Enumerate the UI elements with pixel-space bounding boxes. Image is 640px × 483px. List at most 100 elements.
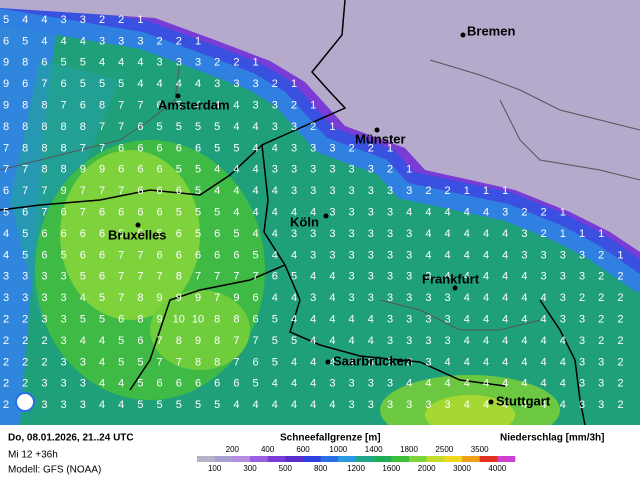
grid-value: 3	[61, 378, 67, 390]
grid-value: 6	[3, 35, 9, 47]
grid-value: 5	[176, 121, 182, 133]
grid-value: 2	[310, 121, 316, 133]
grid-value: 5	[61, 249, 67, 261]
grid-value: 2	[617, 378, 623, 390]
grid-value: 2	[541, 207, 547, 219]
grid-value: 3	[445, 335, 451, 347]
grid-value: 5	[137, 378, 143, 390]
grid-value: 5	[176, 399, 182, 411]
grid-value: 6	[157, 100, 163, 112]
grid-value: 4	[253, 185, 259, 197]
grid-value: 4	[3, 249, 9, 261]
grid-value: 3	[291, 164, 297, 176]
grid-value: 3	[253, 100, 259, 112]
grid-value: 4	[406, 207, 412, 219]
grid-value: 4	[521, 292, 527, 304]
grid-value: 4	[483, 314, 489, 326]
grid-value: 2	[41, 356, 47, 368]
grid-value: 4	[521, 335, 527, 347]
grid-value: 6	[118, 207, 124, 219]
grid-value: 3	[3, 271, 9, 283]
grid-value: 7	[41, 78, 47, 90]
grid-value: 2	[617, 271, 623, 283]
grid-value: 8	[41, 121, 47, 133]
grid-value: 3	[310, 228, 316, 240]
grid-value: 3	[61, 356, 67, 368]
grid-value: 3	[61, 314, 67, 326]
grid-value: 4	[291, 207, 297, 219]
grid-value: 4	[291, 399, 297, 411]
grid-value: 4	[233, 121, 239, 133]
legend-swatch	[479, 456, 498, 462]
grid-value: 4	[541, 314, 547, 326]
grid-value: 4	[233, 100, 239, 112]
grid-value: 4	[502, 228, 508, 240]
grid-value: 7	[214, 292, 220, 304]
legend-title: Schneefallgrenze [m]	[280, 433, 381, 444]
grid-value: 4	[233, 185, 239, 197]
grid-value: 5	[233, 142, 239, 154]
legend-tick-label: 100	[208, 464, 222, 473]
grid-value: 4	[521, 271, 527, 283]
grid-value: 5	[157, 121, 163, 133]
grid-value: 8	[176, 335, 182, 347]
grid-value: 3	[329, 378, 335, 390]
grid-value: 4	[464, 314, 470, 326]
grid-value: 4	[272, 399, 278, 411]
grid-value: 2	[176, 35, 182, 47]
grid-value: 1	[579, 228, 585, 240]
grid-value: 3	[560, 249, 566, 261]
grid-value: 3	[61, 14, 67, 26]
grid-value: 2	[41, 335, 47, 347]
grid-value: 7	[157, 335, 163, 347]
grid-value: 3	[368, 164, 374, 176]
grid-value: 4	[464, 378, 470, 390]
grid-value: 3	[329, 228, 335, 240]
grid-value: 4	[464, 207, 470, 219]
grid-value: 5	[272, 335, 278, 347]
city-dot	[325, 359, 331, 365]
city-label: Stuttgart	[496, 393, 551, 408]
grid-value: 3	[41, 399, 47, 411]
grid-value: 9	[195, 335, 201, 347]
grid-value: 2	[579, 292, 585, 304]
grid-value: 9	[3, 78, 9, 90]
grid-value: 3	[195, 57, 201, 69]
grid-value: 5	[118, 356, 124, 368]
grid-value: 1	[560, 228, 566, 240]
grid-value: 2	[22, 314, 28, 326]
grid-value: 5	[118, 228, 124, 240]
grid-value: 6	[272, 271, 278, 283]
grid-value: 3	[349, 271, 355, 283]
grid-value: 3	[387, 292, 393, 304]
grid-value: 8	[22, 100, 28, 112]
city-label: Amsterdam	[158, 97, 230, 112]
grid-value: 3	[387, 314, 393, 326]
grid-value: 8	[41, 100, 47, 112]
grid-value: 4	[560, 335, 566, 347]
grid-value: 3	[502, 207, 508, 219]
grid-value: 7	[61, 100, 67, 112]
grid-value: 4	[368, 314, 374, 326]
grid-value: 6	[157, 249, 163, 261]
grid-value: 3	[368, 207, 374, 219]
grid-value: 4	[80, 335, 86, 347]
grid-value: 2	[541, 228, 547, 240]
grid-value: 2	[118, 14, 124, 26]
grid-value: 2	[598, 314, 604, 326]
grid-value: 5	[3, 207, 9, 219]
grid-value: 4	[253, 142, 259, 154]
grid-value: 4	[233, 399, 239, 411]
grid-value: 4	[272, 292, 278, 304]
legend-swatch	[356, 456, 374, 462]
grid-value: 3	[272, 164, 278, 176]
grid-value: 6	[118, 142, 124, 154]
grid-value: 3	[349, 185, 355, 197]
grid-value: 4	[137, 78, 143, 90]
legend-tick-label: 1800	[400, 445, 418, 454]
grid-value: 1	[617, 249, 623, 261]
legend-swatch	[232, 456, 251, 462]
legend-swatch	[320, 456, 339, 462]
grid-value: 6	[253, 314, 259, 326]
grid-value: 4	[541, 399, 547, 411]
